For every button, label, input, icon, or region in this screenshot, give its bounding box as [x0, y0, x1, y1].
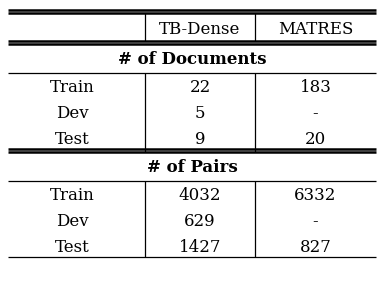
Text: 22: 22 — [189, 80, 211, 96]
Text: 9: 9 — [195, 132, 205, 148]
Text: -: - — [313, 213, 318, 230]
Text: Dev: Dev — [56, 105, 89, 123]
Text: TB-Dense: TB-Dense — [159, 20, 241, 37]
Text: Test: Test — [55, 132, 90, 148]
Text: 827: 827 — [300, 240, 331, 257]
Text: Dev: Dev — [56, 213, 89, 230]
Text: # of Pairs: # of Pairs — [147, 160, 237, 177]
Text: 20: 20 — [305, 132, 326, 148]
Text: Test: Test — [55, 240, 90, 257]
Text: # of Documents: # of Documents — [118, 51, 266, 68]
Text: -: - — [313, 105, 318, 123]
Text: 1427: 1427 — [179, 240, 221, 257]
Text: 4032: 4032 — [179, 188, 221, 205]
Text: 6332: 6332 — [294, 188, 337, 205]
Text: 183: 183 — [300, 80, 331, 96]
Text: Train: Train — [50, 80, 95, 96]
Text: MATRES: MATRES — [278, 20, 353, 37]
Text: 629: 629 — [184, 213, 216, 230]
Text: Train: Train — [50, 188, 95, 205]
Text: 5: 5 — [195, 105, 205, 123]
